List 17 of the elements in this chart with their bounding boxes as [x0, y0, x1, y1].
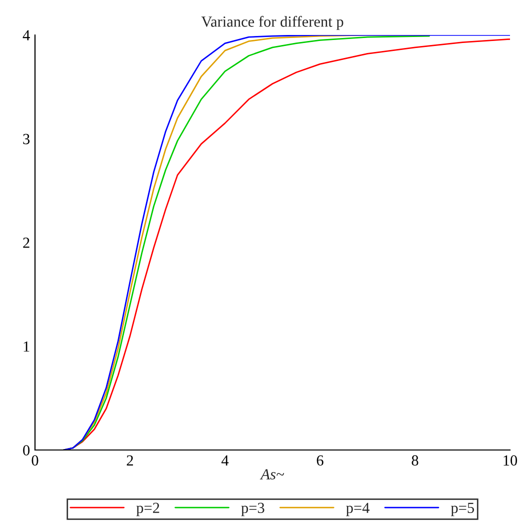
x-tick-label: 4 [221, 455, 229, 466]
y-tick-label: 1 [24, 341, 30, 352]
y-tick-label: 0 [23, 445, 30, 456]
legend-label: p=3 [241, 502, 264, 516]
y-tick-label: 4 [22, 30, 30, 40]
y-tick-label: 3 [23, 134, 30, 144]
legend-label: p=4 [346, 502, 370, 516]
y-tick-label: 2 [23, 238, 30, 248]
x-tick-label: 6 [316, 455, 324, 466]
x-axis-title: As~ [260, 469, 284, 480]
x-tick-label: 2 [126, 455, 133, 466]
legend-label: p=5 [450, 502, 474, 516]
x-tick-label: 0 [32, 455, 38, 466]
legend-label: p=2 [136, 502, 160, 516]
x-tick-label: 8 [412, 455, 418, 466]
x-tick-label: 10 [504, 455, 518, 466]
chart-title: Variance for different p [201, 16, 344, 30]
